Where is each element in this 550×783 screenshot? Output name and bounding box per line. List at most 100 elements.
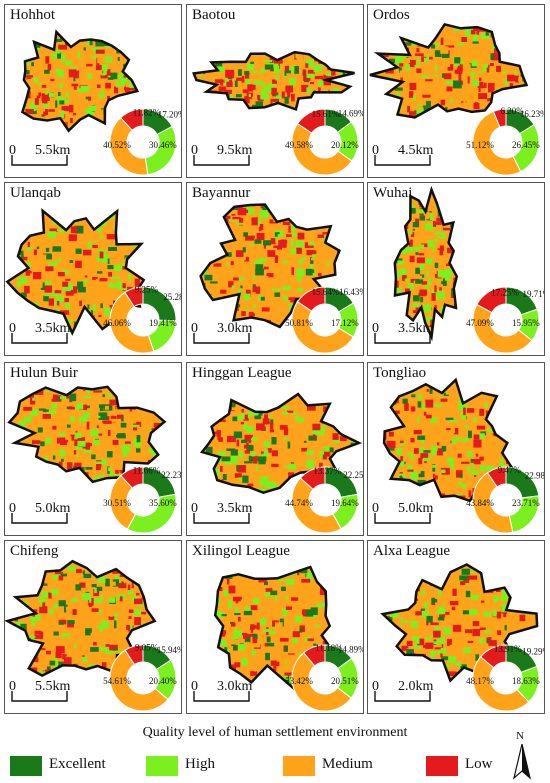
map-graphic-xilingol-league: 14.89% 20.51% 53.42% 11.18% <box>193 565 364 712</box>
north-arrow-label: N <box>516 730 524 742</box>
donut-label-low: 6.20% <box>501 106 525 116</box>
donut-chart-chifeng: 15.94% 20.40% 54.61% 9.05% <box>103 643 181 712</box>
donut-label-low: 15.64% <box>312 287 340 297</box>
map-panel-alxa-league: 19.29% 18.63% 48.17% 13.91% Alxa League 0 2.0k… <box>367 540 545 714</box>
donut-label-high: 23.71% <box>512 498 540 508</box>
scale-label-tongliao: 5.0km <box>398 501 434 516</box>
donut-slice-low <box>492 108 507 128</box>
donut-slice-medium <box>291 300 355 354</box>
city-name-ordos: Ordos <box>373 7 410 23</box>
scale-zero-ordos: 0 <box>372 143 379 158</box>
donut-label-high: 18.63% <box>512 676 540 686</box>
scale-zero-hinggan-league: 0 <box>191 501 198 516</box>
map-panel-ordos: 16.23% 26.45% 51.12% 6.20% Ordos 0 4.5km <box>367 4 545 178</box>
donut-label-excellent: 14.89% <box>338 645 364 655</box>
city-name-baotou: Baotou <box>192 7 236 23</box>
donut-slice-low <box>124 286 144 308</box>
map-graphic-hohhot: 17.20% 30.46% 40.52% 11.82% <box>11 29 182 176</box>
donut-label-low: 17.25% <box>491 288 519 298</box>
city-boundary-bayannur <box>199 203 341 329</box>
donut-slice-low <box>476 286 507 314</box>
scale-label-alxa-league: 2.0km <box>398 679 434 694</box>
donut-slice-medium <box>291 652 352 712</box>
donut-label-medium: 51.12% <box>466 140 494 150</box>
donut-label-low: 9.05% <box>135 643 159 653</box>
donut-slice-medium <box>472 471 514 534</box>
scale-bar-hulun-buir <box>11 513 68 524</box>
legend-label-low: Low <box>465 756 493 772</box>
city-name-ulanqab: Ulanqab <box>10 185 61 201</box>
donut-label-excellent: 22.25% <box>343 470 364 480</box>
donut-label-high: 26.45% <box>512 140 540 150</box>
map-graphic-wuhai: 19.71% 15.95% 47.09% 17.25% <box>374 185 544 354</box>
donut-label-high: 19.41% <box>149 318 177 328</box>
scale-label-wuhai: 3.5km <box>398 321 434 336</box>
scale-label-bayannur: 3.0km <box>217 321 253 336</box>
donut-slice-low <box>486 466 507 488</box>
donut-chart-hinggan-league: 22.25% 19.64% 44.74% 13.37% <box>285 466 364 534</box>
donut-slice-medium <box>472 303 533 354</box>
city-name-xilingol-league: Xilingol League <box>192 543 290 559</box>
scale-zero-wuhai: 0 <box>372 321 379 336</box>
donut-label-high: 35.60% <box>149 498 177 508</box>
map-graphic-hinggan-league: 22.25% 19.64% 44.74% 13.37% <box>193 392 364 534</box>
donut-label-medium: 46.06% <box>103 318 131 328</box>
scale-bar-wuhai <box>374 333 431 344</box>
city-name-tongliao: Tongliao <box>373 365 427 381</box>
donut-label-excellent: 16.23% <box>520 109 545 119</box>
donut-slice-low <box>296 286 326 312</box>
map-panel-tongliao: 22.98% 23.71% 43.84% 9.47% Tongliao 0 5.0km <box>367 362 545 536</box>
map-panel-wuhai: 19.71% 15.95% 47.09% 17.25% Wuhai 0 3.5km <box>367 182 545 356</box>
city-name-wuhai: Wuhai <box>373 185 413 201</box>
city-map-alxa-league <box>382 564 538 681</box>
map-graphic-alxa-league: 19.29% 18.63% 48.17% 13.91% <box>374 563 544 712</box>
donut-label-low: 13.37% <box>313 466 341 476</box>
city-name-hinggan-league: Hinggan League <box>192 365 292 381</box>
donut-label-high: 20.12% <box>331 140 359 150</box>
donut-slice-low <box>120 466 144 489</box>
scale-zero-hohhot: 0 <box>9 143 16 158</box>
scale-bar-tongliao <box>374 513 431 524</box>
donut-label-excellent: 14.69% <box>338 109 364 119</box>
map-graphic-chifeng: 15.94% 20.40% 54.61% 9.05% <box>5 559 181 712</box>
donut-label-high: 15.95% <box>512 318 540 328</box>
scale-label-hinggan-league: 3.5km <box>217 501 253 516</box>
donut-slice-medium <box>109 116 149 176</box>
scale-bar-ordos <box>374 155 431 166</box>
map-panel-xilingol-league: 14.89% 20.51% 53.42% 11.18% Xilingol League 0… <box>186 540 364 714</box>
city-boundary-ordos <box>369 22 529 119</box>
donut-label-medium: 50.81% <box>285 318 313 328</box>
map-panel-hohhot: 17.20% 30.46% 40.52% 11.82% Hohhot 0 5.5km <box>4 4 182 178</box>
donut-slice-low <box>302 644 326 667</box>
scale-label-hulun-buir: 5.0km <box>35 501 71 516</box>
donut-label-medium: 47.09% <box>466 318 494 328</box>
map-graphic-tongliao: 22.98% 23.71% 43.84% 9.47% <box>374 377 544 534</box>
donut-label-medium: 53.42% <box>285 676 313 686</box>
donut-chart-alxa-league: 19.29% 18.63% 48.17% 13.91% <box>466 644 544 712</box>
city-boundary-hohhot <box>20 29 140 133</box>
map-panel-ulanqab: 25.28% 19.41% 46.06% 9.25% Ulanqab 0 3.5km <box>4 182 182 356</box>
map-graphic-ulanqab: 25.28% 19.41% 46.06% 9.25% <box>5 208 181 354</box>
donut-slice-medium <box>109 291 155 354</box>
city-boundary-wuhai <box>393 185 459 342</box>
scale-bar-xilingol-league <box>193 691 250 702</box>
city-name-chifeng: Chifeng <box>10 543 59 559</box>
legend-swatch-high <box>146 756 178 776</box>
donut-label-low: 9.25% <box>135 285 159 295</box>
donut-label-low: 13.91% <box>494 644 522 654</box>
legend-swatch-low <box>426 756 458 776</box>
scale-label-hohhot: 5.5km <box>35 143 71 158</box>
map-graphic-ordos: 16.23% 26.45% 51.12% 6.20% <box>369 22 545 176</box>
scale-zero-alxa-league: 0 <box>372 679 379 694</box>
donut-slice-low <box>124 644 144 666</box>
scale-label-ulanqab: 3.5km <box>35 321 71 336</box>
map-panel-chifeng: 15.94% 20.40% 54.61% 9.05% Chifeng 0 5.5km <box>4 540 182 714</box>
legend-title: Quality level of human settlement enviro… <box>142 725 408 740</box>
donut-slice-medium <box>472 656 530 712</box>
city-boundary-baotou <box>192 50 355 112</box>
north-arrow-icon <box>512 744 532 780</box>
map-panel-baotou: 14.69% 20.12% 49.58% 15.61% Baotou 0 9.5km <box>186 4 364 178</box>
donut-label-high: 19.64% <box>331 498 359 508</box>
donut-label-excellent: 17.20% <box>158 110 182 120</box>
donut-label-low: 9.47% <box>498 465 522 475</box>
